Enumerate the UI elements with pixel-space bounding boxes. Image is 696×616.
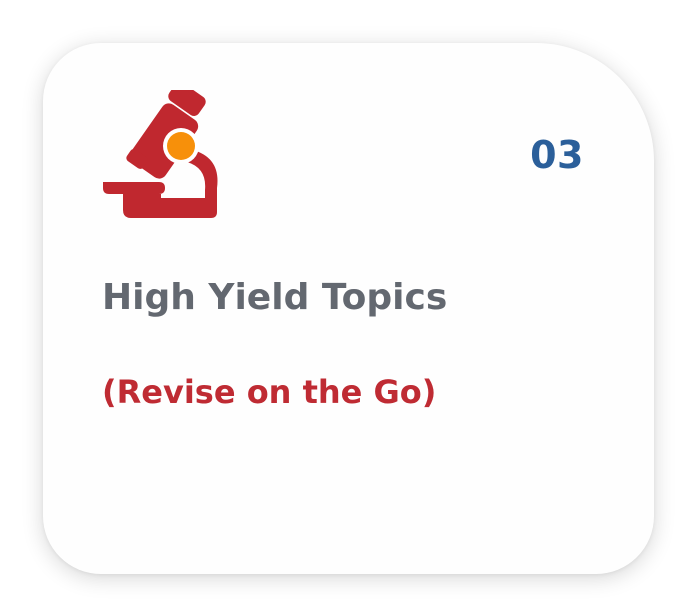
card-title: High Yield Topics (102, 277, 448, 318)
card-subtitle: (Revise on the Go) (102, 373, 437, 411)
card-number: 03 (530, 133, 584, 177)
feature-card[interactable]: 03 High Yield Topics (Revise on the Go) (43, 43, 654, 574)
microscope-icon (101, 90, 219, 222)
